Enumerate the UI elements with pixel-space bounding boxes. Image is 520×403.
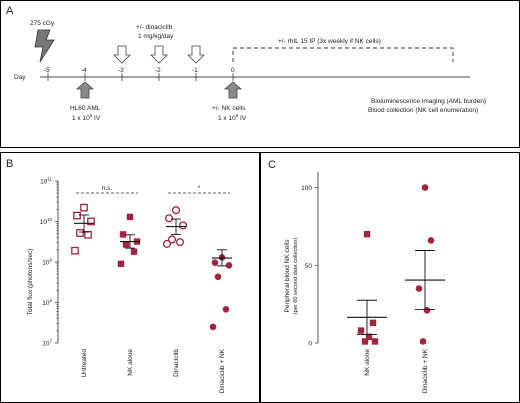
aml-dose-label: 1 x 106 IV xyxy=(72,113,101,122)
data-point xyxy=(363,230,371,238)
data-point xyxy=(371,338,379,345)
cytokine-label: +/- rhIL 15 IP (3x weekly if NK cells) xyxy=(278,38,381,45)
cytokine-bracket xyxy=(232,47,454,62)
x-tick-label: NK alone xyxy=(127,349,134,376)
timeline-ticks xyxy=(47,73,234,81)
day-tick-label: -5 xyxy=(44,67,50,74)
data-point xyxy=(80,203,88,212)
y-tick-label: 100 xyxy=(301,185,312,192)
data-point xyxy=(178,221,188,230)
radiation-bolt-icon xyxy=(34,29,55,63)
panel-a-frame xyxy=(0,0,520,148)
y-tick-label: 50 xyxy=(305,263,313,270)
dinaciclib-arrow-icon xyxy=(150,45,168,64)
panel-c-ylabel: Peripheral blood NK cells xyxy=(284,239,291,313)
panel-c-chart: 0 50 100 NK alone Dinaciclib + NK xyxy=(301,172,445,393)
data-point xyxy=(130,248,138,255)
day-tick-label: -1 xyxy=(192,67,198,74)
data-point xyxy=(225,261,233,269)
dinaciclib-arrow-icon xyxy=(113,45,131,64)
data-point xyxy=(427,237,435,244)
panel-c-label: C xyxy=(268,159,276,171)
panel-a-label: A xyxy=(6,5,14,17)
data-point xyxy=(365,333,373,340)
data-point xyxy=(71,246,79,255)
data-point xyxy=(126,213,134,221)
data-point xyxy=(73,211,81,220)
data-point xyxy=(84,230,92,239)
y-tick-label: 1011 xyxy=(40,177,52,186)
day-tick-label: -4 xyxy=(81,67,87,74)
day-label: Day xyxy=(14,74,26,81)
y-tick-label: 107 xyxy=(42,339,52,348)
y-tick-label: 0 xyxy=(308,341,312,348)
significance-label: * xyxy=(198,185,201,192)
significance-label: n.s. xyxy=(102,185,113,192)
radiation-dose-label: 275 cGy xyxy=(30,20,55,27)
data-point xyxy=(369,319,377,326)
dinaciclib-label: +/- dinaciclib xyxy=(136,24,173,31)
data-point xyxy=(164,214,174,223)
data-point xyxy=(117,260,125,268)
x-tick-label: NK alone xyxy=(364,349,371,376)
data-point xyxy=(214,273,222,281)
data-point xyxy=(357,327,365,334)
readout-imaging-label: Bioluminescence imaging (AML burden) xyxy=(371,98,486,105)
data-point xyxy=(419,338,427,345)
data-point xyxy=(415,285,423,292)
data-point xyxy=(119,231,127,238)
y-tick-label: 108 xyxy=(42,298,52,307)
nk-injection-arrow-icon xyxy=(223,81,243,99)
data-point xyxy=(222,305,230,313)
panel-c-frame xyxy=(260,152,520,403)
x-tick-label: Untreated xyxy=(81,349,88,378)
data-point xyxy=(211,259,219,267)
data-point xyxy=(421,184,429,191)
day-tick-label: -3 xyxy=(118,67,124,74)
data-point xyxy=(171,206,181,215)
aml-label: HL60 AML xyxy=(70,105,101,112)
y-tick-label: 1010 xyxy=(40,217,53,226)
readout-blood-label: Blood collection (NK cell enumeration) xyxy=(368,107,478,114)
data-point xyxy=(167,235,177,244)
x-tick-label: Dinaciclib xyxy=(173,349,180,377)
data-point xyxy=(122,241,130,248)
x-tick-label: Dinaciclib + NK xyxy=(422,348,429,393)
data-point xyxy=(175,238,185,247)
panel-b-ylabel: Total flux (photons/sec) xyxy=(27,249,34,316)
day-tick-label: -2 xyxy=(155,67,161,74)
y-tick-label: 109 xyxy=(42,258,52,267)
data-point xyxy=(162,239,172,248)
data-point xyxy=(76,229,84,237)
nk-dose-label: 1 x 106 IV xyxy=(218,113,247,122)
aml-injection-arrow-icon xyxy=(75,81,95,99)
day-tick-label: 0 xyxy=(231,67,235,74)
nk-label: +/- NK cells xyxy=(212,105,246,112)
dinaciclib-arrow-icon xyxy=(187,45,205,64)
data-point xyxy=(361,338,369,345)
panel-c-ylabel-sub: (per 60 second data collection) xyxy=(293,238,299,315)
x-tick-label: Dinaciclib + NK xyxy=(219,348,226,393)
panel-b-label: B xyxy=(6,158,13,170)
dinaciclib-dose-label: 1 mg/kg/day xyxy=(138,33,174,40)
panel-b-chart: 107 108 109 1010 1011 Untreated NK alone Dinaci… xyxy=(40,177,233,393)
data-point xyxy=(209,323,217,331)
data-point xyxy=(87,217,95,226)
